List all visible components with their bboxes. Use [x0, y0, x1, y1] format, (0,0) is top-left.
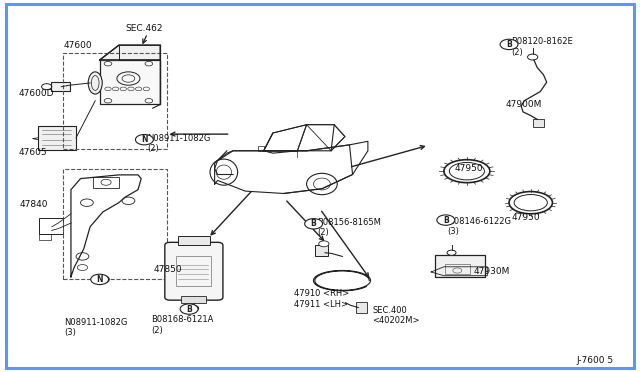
- Text: 47950: 47950: [511, 213, 540, 222]
- Text: 47840: 47840: [20, 200, 49, 209]
- Text: 47930M: 47930M: [473, 267, 509, 276]
- Text: B: B: [443, 216, 449, 225]
- Bar: [257, 146, 264, 151]
- Circle shape: [91, 274, 109, 285]
- Bar: [315, 244, 328, 256]
- Circle shape: [305, 219, 323, 229]
- Text: B08168-6121A
(2): B08168-6121A (2): [151, 315, 213, 335]
- Text: B08120-8162E
(2): B08120-8162E (2): [511, 37, 573, 57]
- Bar: [38, 126, 76, 150]
- Circle shape: [527, 54, 538, 60]
- Circle shape: [447, 250, 456, 255]
- Text: 47900M: 47900M: [505, 100, 541, 109]
- Circle shape: [437, 215, 455, 225]
- Text: 47910 <RH>
47911 <LH>: 47910 <RH> 47911 <LH>: [294, 289, 349, 309]
- Circle shape: [136, 135, 154, 145]
- Bar: [39, 218, 63, 234]
- Bar: [100, 60, 161, 105]
- Bar: [51, 82, 70, 92]
- Bar: [63, 52, 167, 149]
- Bar: [178, 236, 210, 245]
- Text: N08911-1082G
(2): N08911-1082G (2): [148, 134, 211, 153]
- Bar: [180, 296, 206, 303]
- Text: SEC.400
<40202M>: SEC.400 <40202M>: [372, 306, 420, 326]
- Circle shape: [500, 39, 518, 49]
- Bar: [435, 255, 484, 277]
- Bar: [93, 177, 119, 188]
- Bar: [356, 302, 367, 313]
- Polygon shape: [100, 45, 161, 60]
- Text: B: B: [311, 219, 317, 228]
- Text: 47950: 47950: [454, 164, 483, 173]
- Bar: [445, 264, 470, 274]
- Circle shape: [97, 276, 109, 283]
- Text: N: N: [97, 275, 103, 284]
- Text: B: B: [186, 305, 192, 314]
- Text: 47850: 47850: [154, 265, 182, 274]
- Text: 47600D: 47600D: [19, 89, 54, 98]
- Bar: [532, 119, 544, 128]
- Text: B08156-8165M
(2): B08156-8165M (2): [317, 218, 381, 237]
- Bar: [176, 256, 211, 286]
- Text: 47600: 47600: [63, 41, 92, 50]
- Ellipse shape: [88, 72, 102, 94]
- Text: J-7600 5: J-7600 5: [577, 356, 614, 365]
- Text: B: B: [506, 40, 512, 49]
- Text: SEC.462: SEC.462: [125, 24, 163, 33]
- Bar: [39, 234, 51, 240]
- Text: 47605: 47605: [19, 148, 47, 157]
- Circle shape: [180, 304, 198, 314]
- Bar: [63, 169, 167, 279]
- Text: B08146-6122G
(3): B08146-6122G (3): [448, 217, 511, 237]
- Text: N: N: [141, 135, 148, 144]
- Text: N08911-1082G
(3): N08911-1082G (3): [65, 318, 128, 337]
- Circle shape: [188, 305, 198, 311]
- Circle shape: [319, 241, 329, 247]
- FancyBboxPatch shape: [165, 242, 223, 300]
